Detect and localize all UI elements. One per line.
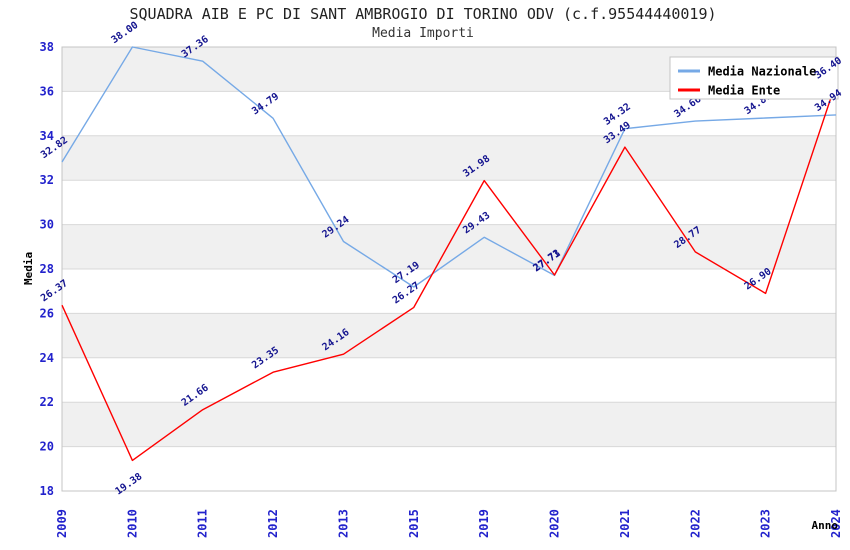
series-line xyxy=(61,82,837,462)
legend-label: Media Nazionale xyxy=(708,65,816,79)
x-tick-label: 2011 xyxy=(196,509,210,538)
point-label: 19.38 xyxy=(113,471,144,497)
y-tick-label: 32 xyxy=(40,173,54,187)
y-tick-label: 26 xyxy=(40,306,54,320)
x-tick-label: 2022 xyxy=(688,509,702,538)
grid-band xyxy=(62,135,836,181)
chart-title: SQUADRA AIB E PC DI SANT AMBROGIO DI TOR… xyxy=(129,5,717,23)
y-tick-label: 30 xyxy=(40,218,54,232)
y-tick-label: 18 xyxy=(40,484,54,498)
y-tick-label: 34 xyxy=(40,129,54,143)
y-tick-label: 22 xyxy=(40,395,54,409)
y-tick-label: 20 xyxy=(40,440,54,454)
point-label: 26.37 xyxy=(39,278,70,304)
series-line xyxy=(61,46,837,288)
chart-subtitle: Media Importi xyxy=(372,26,474,41)
y-tick-label: 36 xyxy=(40,84,54,98)
x-tick-label: 2015 xyxy=(407,509,421,538)
x-tick-label: 2021 xyxy=(618,509,632,538)
legend-box xyxy=(669,56,839,100)
y-tick-label: 28 xyxy=(40,262,54,276)
x-tick-label: 2010 xyxy=(125,509,139,538)
plot-border xyxy=(61,46,837,492)
y-axis-title: Media xyxy=(22,252,35,285)
x-tick-label: 2020 xyxy=(548,509,562,538)
point-label: 38.00 xyxy=(109,20,140,46)
x-axis-title: Anno xyxy=(812,519,839,532)
x-tick-label: 2019 xyxy=(477,509,491,538)
grid-band xyxy=(62,402,836,447)
x-tick-label: 2023 xyxy=(759,509,773,538)
legend-label: Media Ente xyxy=(708,84,780,98)
x-tick-label: 2013 xyxy=(337,509,351,538)
point-label: 34.79 xyxy=(250,91,281,117)
y-tick-label: 24 xyxy=(40,351,54,365)
x-tick-label: 2009 xyxy=(55,509,69,538)
y-tick-label: 38 xyxy=(40,40,54,54)
x-tick-label: 2012 xyxy=(266,509,280,538)
x-tick-label: 2024 xyxy=(829,509,843,538)
grid-band xyxy=(62,313,836,358)
